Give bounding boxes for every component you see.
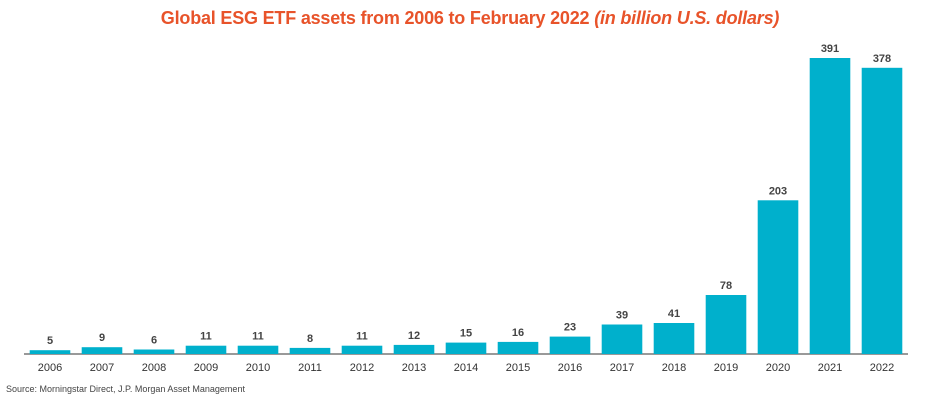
x-tick-label-2015: 2015 <box>506 362 530 374</box>
data-label-2015: 16 <box>512 327 524 339</box>
bar-2013 <box>393 344 435 354</box>
x-tick-label-2017: 2017 <box>610 362 634 374</box>
data-label-2017: 39 <box>616 310 628 322</box>
x-tick-label-2019: 2019 <box>714 362 738 374</box>
bar-2007 <box>81 347 123 354</box>
data-label-2022: 378 <box>873 53 891 65</box>
x-tick-label-2010: 2010 <box>246 362 270 374</box>
bar-2014 <box>445 342 487 354</box>
data-label-2021: 391 <box>821 43 839 55</box>
bar-2006 <box>29 350 71 354</box>
data-label-2019: 78 <box>720 280 732 292</box>
x-tick-label-2013: 2013 <box>402 362 426 374</box>
bar-chart: 5 2006 9 2007 6 2008 11 2009 11 2010 8 2011 11 2012 12… <box>24 43 908 374</box>
data-label-2006: 5 <box>47 335 53 347</box>
data-label-2012: 11 <box>356 331 368 343</box>
bar-2018 <box>653 323 695 354</box>
bar-2017 <box>601 324 643 354</box>
x-tick-label-2021: 2021 <box>818 362 842 374</box>
x-tick-label-2016: 2016 <box>558 362 582 374</box>
bar-2015 <box>497 341 539 354</box>
x-tick-label-2008: 2008 <box>142 362 166 374</box>
bar-2012 <box>341 345 383 354</box>
bar-2020 <box>757 200 799 354</box>
data-label-2008: 6 <box>151 335 157 347</box>
x-tick-label-2009: 2009 <box>194 362 218 374</box>
bar-2009 <box>185 345 227 354</box>
x-tick-label-2006: 2006 <box>38 362 62 374</box>
bar-2016 <box>549 336 591 354</box>
x-tick-label-2018: 2018 <box>662 362 686 374</box>
data-label-2009: 11 <box>200 331 212 343</box>
x-tick-label-2011: 2011 <box>298 362 322 374</box>
source-note: Source: Morningstar Direct, J.P. Morgan … <box>6 384 245 394</box>
x-tick-label-2022: 2022 <box>870 362 894 374</box>
x-tick-label-2012: 2012 <box>350 362 374 374</box>
data-label-2010: 11 <box>252 331 264 343</box>
data-label-2018: 41 <box>668 308 680 320</box>
bar-2011 <box>289 347 331 354</box>
bar-2022 <box>861 67 903 355</box>
x-tick-label-2014: 2014 <box>454 362 478 374</box>
data-label-2014: 15 <box>460 328 472 340</box>
chart-title-unit: (in billion U.S. dollars) <box>594 8 780 28</box>
bar-2021 <box>809 58 851 354</box>
chart-title: Global ESG ETF assets from 2006 to Febru… <box>0 8 940 29</box>
bar-2019 <box>705 295 747 354</box>
bar-2008 <box>133 349 175 354</box>
bar-2010 <box>237 345 279 354</box>
x-tick-label-2007: 2007 <box>90 362 114 374</box>
data-label-2016: 23 <box>564 322 576 334</box>
data-label-2013: 12 <box>408 330 420 342</box>
chart-title-main: Global ESG ETF assets from 2006 to Febru… <box>160 8 590 28</box>
data-label-2007: 9 <box>99 332 105 344</box>
data-label-2020: 203 <box>769 185 787 197</box>
x-tick-label-2020: 2020 <box>766 362 790 374</box>
data-label-2011: 8 <box>307 333 313 345</box>
